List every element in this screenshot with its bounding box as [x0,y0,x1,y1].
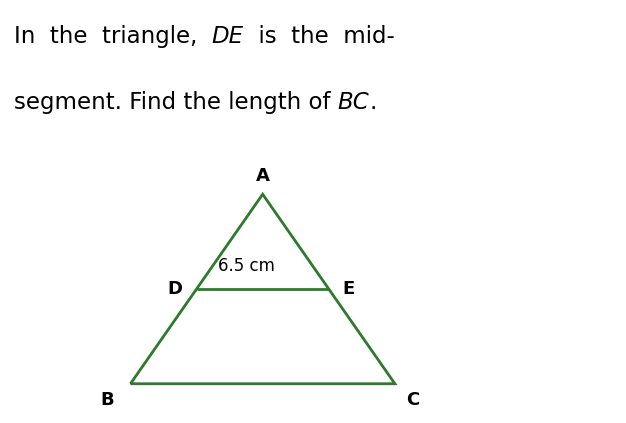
Text: .: . [369,91,377,114]
Text: segment. Find the length of: segment. Find the length of [14,91,338,114]
Text: A: A [256,167,270,185]
Text: DE: DE [212,25,244,48]
Text: BC: BC [338,91,369,114]
Text: D: D [168,280,183,298]
Text: E: E [342,280,355,298]
Text: B: B [100,391,114,409]
Text: C: C [406,391,419,409]
Text: 6.5 cm: 6.5 cm [218,257,275,275]
Text: is  the  mid-: is the mid- [244,25,395,48]
Text: In  the  triangle,: In the triangle, [14,25,212,48]
